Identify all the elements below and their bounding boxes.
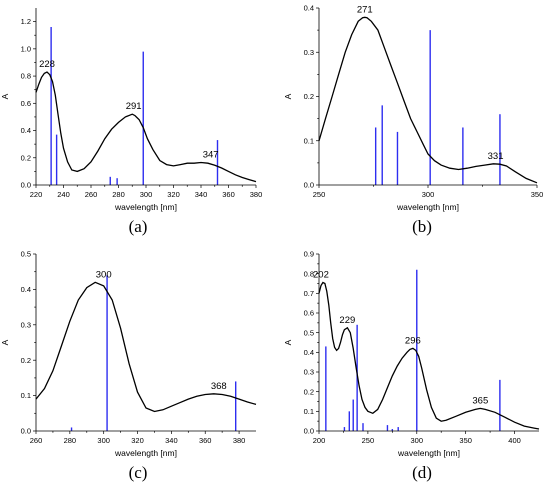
chart-c-x-tick-label: 300 [97, 436, 110, 445]
chart-a-y-tick-label: 0.8 [21, 72, 31, 81]
chart-b-y-tick-label: 0.1 [304, 136, 314, 145]
chart-c-y-tick-label: 0.5 [21, 250, 31, 259]
chart-c-x-tick-label: 380 [233, 436, 246, 445]
chart-d-y-tick-label: 0.6 [304, 309, 314, 318]
chart-c-peak-label: 368 [211, 381, 227, 392]
chart-d-y-tick-label: 0.2 [304, 387, 314, 396]
chart-b-x-tick-label: 350 [531, 190, 544, 199]
chart-c-x-axis-title: wavelength [nm] [114, 448, 177, 458]
chart-d-peak-label: 229 [339, 315, 355, 326]
chart-d-y-tick-label: 0.5 [304, 328, 314, 337]
chart-b-x-tick-label: 300 [422, 190, 435, 199]
chart-panel-d: 200 250 300 350 400 0.0 0.1 0.2 0.3 0.4 0.5 0.6 0.7 0… [275, 242, 550, 485]
chart-d-x-tick-label: 250 [362, 436, 375, 445]
chart-b-y-axis-title: A [283, 93, 293, 99]
chart-b-x-axis-title: wavelength [nm] [396, 202, 459, 212]
chart-b-peak-label: 271 [357, 4, 373, 15]
chart-a-x-tick-label: 320 [167, 190, 180, 199]
chart-d-y-tick-label: 0.8 [304, 269, 314, 278]
chart-d-x-tick-label: 300 [411, 436, 424, 445]
chart-a-x-tick-label: 340 [195, 190, 208, 199]
chart-d-y-axis-title: A [283, 339, 293, 345]
chart-c-y-tick-label: 0.2 [21, 356, 31, 365]
chart-d-x-tick-label: 400 [508, 436, 521, 445]
chart-b-x-tick-label: 250 [313, 190, 326, 199]
chart-panel-b: 250 300 350 0.0 0.1 0.2 0.3 0.4 wavelength [nm] A… [275, 0, 550, 242]
chart-a-y-tick-label: 0.0 [21, 181, 31, 190]
chart-c-x-tick-label: 260 [30, 436, 43, 445]
chart-b-peak-label: 331 [488, 151, 504, 162]
chart-c-x-tick-label: 340 [165, 436, 178, 445]
chart-a-y-tick-label: 1.2 [21, 17, 31, 26]
chart-d-y-tick-label: 0.3 [304, 368, 314, 377]
chart-c-peak-label: 300 [96, 269, 112, 280]
chart-a-y-tick-label: 0.6 [21, 99, 31, 108]
chart-d-x-axis-title: wavelength [nm] [397, 448, 460, 458]
chart-d-y-tick-label: 0.0 [304, 427, 314, 436]
chart-a-absorbance-curve [35, 71, 257, 183]
chart-b-panel-label: (b) [412, 217, 432, 236]
chart-c-x-tick-label: 320 [131, 436, 144, 445]
chart-c-y-tick-label: 0.0 [21, 427, 31, 436]
chart-c-y-tick-label: 0.1 [21, 391, 31, 400]
chart-panel-a: 220 240 260 280 300 320 340 360 380 0.0 0.2 0.4 0.6 0… [0, 0, 275, 242]
chart-c-x-tick-label: 280 [64, 436, 77, 445]
chart-a-peak-label: 228 [39, 59, 55, 70]
chart-b-absorbance-curve [318, 16, 538, 184]
chart-a-x-tick-label: 240 [57, 190, 70, 199]
chart-b-y-tick-label: 0.3 [304, 48, 314, 57]
chart-c-y-tick-label: 0.4 [21, 285, 31, 294]
chart-a-x-tick-label: 280 [112, 190, 125, 199]
chart-a-x-tick-label: 380 [250, 190, 263, 199]
chart-panel-c: 260 280 300 320 340 360 380 0.0 0.1 0.2 0.3 0.4 0.5 w… [0, 242, 275, 485]
chart-c-absorbance-curve [35, 281, 257, 413]
chart-d-peak-label: 296 [405, 335, 421, 346]
chart-d-panel-label: (d) [412, 463, 432, 482]
chart-d-y-tick-label: 0.4 [304, 348, 314, 357]
chart-d-peak-label: 202 [313, 270, 329, 281]
chart-d-x-tick-label: 350 [459, 436, 472, 445]
chart-c-svg: 260 280 300 320 340 360 380 0.0 0.1 0.2 0.3 0.4 0.5 w… [0, 250, 257, 482]
chart-a-x-tick-label: 220 [30, 190, 43, 199]
chart-a-x-tick-label: 300 [140, 190, 153, 199]
chart-a-svg: 220 240 260 280 300 320 340 360 380 0.0 0.2 0.4 0.6 0… [0, 8, 263, 236]
chart-a-x-axis-title: wavelength [nm] [114, 202, 177, 212]
chart-d-peak-label: 365 [472, 395, 488, 406]
chart-b-y-tick-label: 0.0 [304, 181, 314, 190]
chart-c-panel-label: (c) [129, 463, 148, 482]
chart-d-absorbance-curve [318, 281, 540, 430]
chart-c-y-tick-label: 0.3 [21, 320, 31, 329]
chart-a-x-tick-label: 260 [85, 190, 98, 199]
chart-d-svg: 200 250 300 350 400 0.0 0.1 0.2 0.3 0.4 0.5 0.6 0.7 0… [283, 250, 540, 482]
chart-d-y-tick-label: 0.9 [304, 250, 314, 259]
chart-d-x-tick-label: 200 [313, 436, 326, 445]
chart-c-y-axis-title: A [0, 339, 10, 345]
chart-a-y-tick-label: 0.4 [21, 126, 31, 135]
chart-a-peak-label: 347 [203, 150, 219, 161]
chart-d-y-tick-label: 0.7 [304, 289, 314, 298]
chart-a-y-axis-title: A [0, 93, 10, 99]
chart-a-y-tick-label: 0.2 [21, 153, 31, 162]
chart-a-panel-label: (a) [129, 217, 148, 236]
chart-b-y-tick-label: 0.4 [304, 4, 314, 13]
chart-a-x-tick-label: 360 [222, 190, 235, 199]
chart-d-y-tick-label: 0.1 [304, 407, 314, 416]
chart-a-peak-label: 291 [126, 101, 142, 112]
chart-b-y-tick-label: 0.2 [304, 92, 314, 101]
chart-a-y-tick-label: 1.0 [21, 44, 31, 53]
chart-b-svg: 250 300 350 0.0 0.1 0.2 0.3 0.4 wavelength [nm] A… [283, 4, 544, 236]
chart-c-x-tick-label: 360 [199, 436, 212, 445]
